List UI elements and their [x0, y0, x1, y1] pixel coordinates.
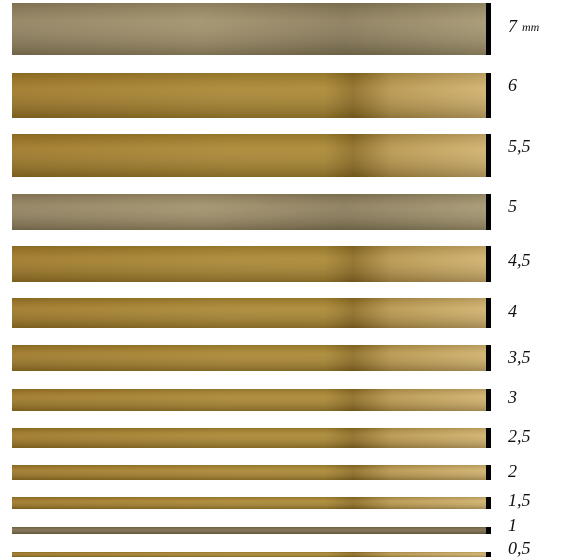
- size-value: 5,5: [508, 136, 531, 156]
- size-value: 7: [508, 16, 518, 36]
- size-value: 2: [508, 461, 517, 481]
- strip-label: 1: [508, 515, 517, 535]
- strips: 7 mm 6 5,5 5 4,5 4 3,5 3 2,5 2 1,5 1 0,5: [12, 3, 540, 558]
- size-value: 0,5: [508, 538, 531, 558]
- size-value: 4: [508, 301, 517, 321]
- strip-shade: [12, 134, 486, 177]
- strip-end: [486, 73, 491, 118]
- size-unit: mm: [522, 20, 540, 34]
- reed-strip: 5: [12, 194, 517, 230]
- strip-label: 4,5: [508, 250, 531, 270]
- strip-end: [486, 552, 491, 557]
- strip-shade: [12, 194, 486, 230]
- strip-shade: [12, 389, 486, 411]
- strip-label: 7 mm: [508, 16, 540, 36]
- strip-label: 6: [508, 75, 517, 95]
- strip-shade: [12, 497, 486, 509]
- strip-label: 4: [508, 301, 517, 321]
- size-value: 3: [507, 387, 517, 407]
- reed-strip: 2: [12, 461, 517, 481]
- strip-shade: [12, 3, 486, 55]
- size-value: 1,5: [508, 490, 531, 510]
- strip-shade: [12, 345, 486, 371]
- strip-end: [486, 194, 491, 230]
- strip-label: 2,5: [508, 426, 531, 446]
- reed-strip: 6: [12, 73, 517, 118]
- strip-shade: [12, 465, 486, 480]
- strip-shade: [12, 552, 486, 557]
- strip-shade: [12, 428, 486, 448]
- size-value: 5: [508, 196, 517, 216]
- strip-end: [486, 3, 491, 55]
- strip-end: [486, 497, 491, 509]
- size-value: 2,5: [508, 426, 531, 446]
- reed-strip: 2,5: [12, 426, 531, 448]
- reed-strip: 1: [12, 515, 517, 535]
- strip-shade: [12, 298, 486, 328]
- strip-label: 1,5: [508, 490, 531, 510]
- reed-strip: 3,5: [12, 345, 531, 371]
- size-value: 6: [508, 75, 517, 95]
- reed-strip: 3: [12, 387, 517, 411]
- strip-label: 5: [508, 196, 517, 216]
- strip-label: 5,5: [508, 136, 531, 156]
- strip-end: [486, 345, 491, 371]
- reed-strip: 7 mm: [12, 3, 540, 55]
- reed-strip: 5,5: [12, 134, 531, 177]
- size-value: 3,5: [507, 347, 531, 367]
- strip-label: 2: [508, 461, 517, 481]
- strip-end: [486, 298, 491, 328]
- strip-end: [486, 246, 491, 282]
- size-value: 4,5: [508, 250, 531, 270]
- reed-strip: 4: [12, 298, 517, 328]
- reed-strip: 0,5: [12, 538, 531, 558]
- strip-shade: [12, 246, 486, 282]
- reed-strip: 1,5: [12, 490, 531, 510]
- strip-end: [486, 134, 491, 177]
- strip-label: 0,5: [508, 538, 531, 558]
- strip-shade: [12, 527, 486, 534]
- strip-end: [486, 527, 491, 534]
- strip-end: [486, 428, 491, 448]
- strip-shade: [12, 73, 486, 118]
- strip-label: 3: [507, 387, 517, 407]
- size-value: 1: [508, 515, 517, 535]
- reed-strip: 4,5: [12, 246, 531, 282]
- strip-label: 3,5: [507, 347, 531, 367]
- strip-end: [486, 465, 491, 480]
- strip-end: [486, 389, 491, 411]
